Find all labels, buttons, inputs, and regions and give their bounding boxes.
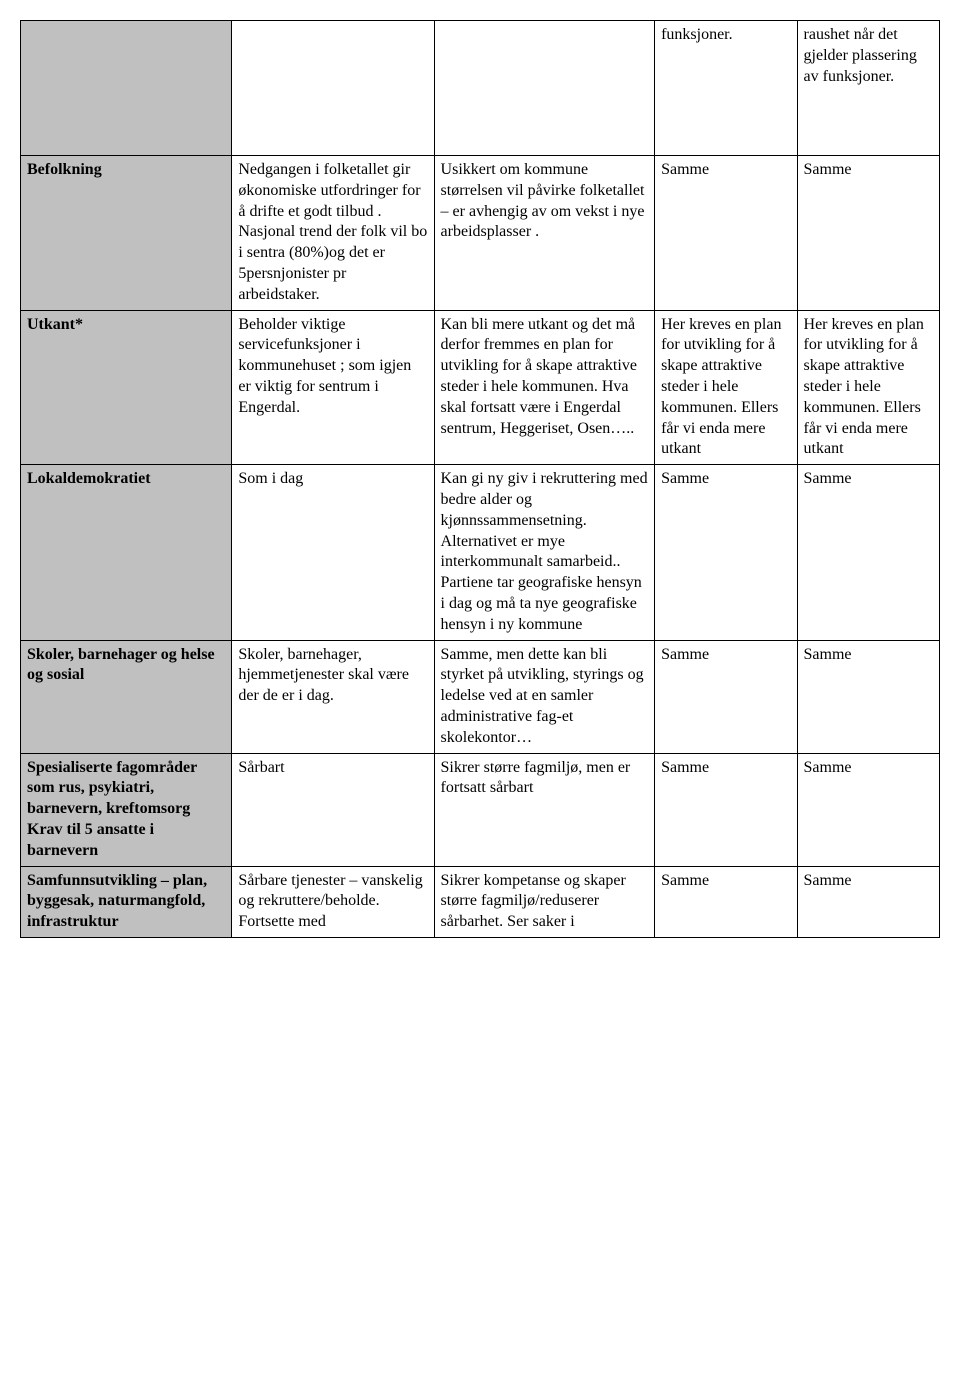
cell: Samme — [655, 465, 797, 640]
table-row: Befolkning Nedgangen i folketallet gir ø… — [21, 156, 940, 311]
cell: Nedgangen i folketallet gir økonomiske u… — [232, 156, 434, 311]
cell: Samme — [797, 156, 939, 311]
cell: Usikkert om kommune størrelsen vil påvir… — [434, 156, 655, 311]
table-row: Lokaldemokratiet Som i dag Kan gi ny giv… — [21, 465, 940, 640]
cell: Samme — [655, 866, 797, 937]
cell-header: Spesialiserte fagområder som rus, psykia… — [21, 753, 232, 866]
cell: Sikrer større fagmiljø, men er fortsatt … — [434, 753, 655, 866]
cell-header: Skoler, barnehager og helse og sosial — [21, 640, 232, 753]
cell: Samme — [655, 156, 797, 311]
cell-header: Samfunnsutvikling – plan, byggesak, natu… — [21, 866, 232, 937]
cell: Samme — [797, 753, 939, 866]
cell: Samme — [797, 866, 939, 937]
table-row: Spesialiserte fagområder som rus, psykia… — [21, 753, 940, 866]
cell-header: Utkant* — [21, 310, 232, 465]
cell: raushet når det gjelder plassering av fu… — [797, 21, 939, 156]
cell: Samme — [797, 640, 939, 753]
cell: Samme, men dette kan bli styrket på utvi… — [434, 640, 655, 753]
cell: Her kreves en plan for utvikling for å s… — [797, 310, 939, 465]
cell-header — [21, 21, 232, 156]
table-row: Skoler, barnehager og helse og sosial Sk… — [21, 640, 940, 753]
cell: funksjoner. — [655, 21, 797, 156]
cell: Sårbare tjenester – vanskelig og rekrutt… — [232, 866, 434, 937]
cell — [232, 21, 434, 156]
table-row: Utkant* Beholder viktige servicefunksjon… — [21, 310, 940, 465]
cell: Her kreves en plan for utvikling for å s… — [655, 310, 797, 465]
cell: Beholder viktige servicefunksjoner i kom… — [232, 310, 434, 465]
table-row: Samfunnsutvikling – plan, byggesak, natu… — [21, 866, 940, 937]
cell: Samme — [655, 753, 797, 866]
cell: Skoler, barnehager, hjemmetjenester skal… — [232, 640, 434, 753]
cell: Som i dag — [232, 465, 434, 640]
cell-header: Befolkning — [21, 156, 232, 311]
comparison-table: funksjoner. raushet når det gjelder plas… — [20, 20, 940, 938]
cell: Samme — [655, 640, 797, 753]
cell: Sikrer kompetanse og skaper større fagmi… — [434, 866, 655, 937]
cell-header: Lokaldemokratiet — [21, 465, 232, 640]
table-row: funksjoner. raushet når det gjelder plas… — [21, 21, 940, 156]
cell: Sårbart — [232, 753, 434, 866]
cell: Kan bli mere utkant og det må derfor fre… — [434, 310, 655, 465]
cell: Samme — [797, 465, 939, 640]
cell: Kan gi ny giv i rekruttering med bedre a… — [434, 465, 655, 640]
cell — [434, 21, 655, 156]
